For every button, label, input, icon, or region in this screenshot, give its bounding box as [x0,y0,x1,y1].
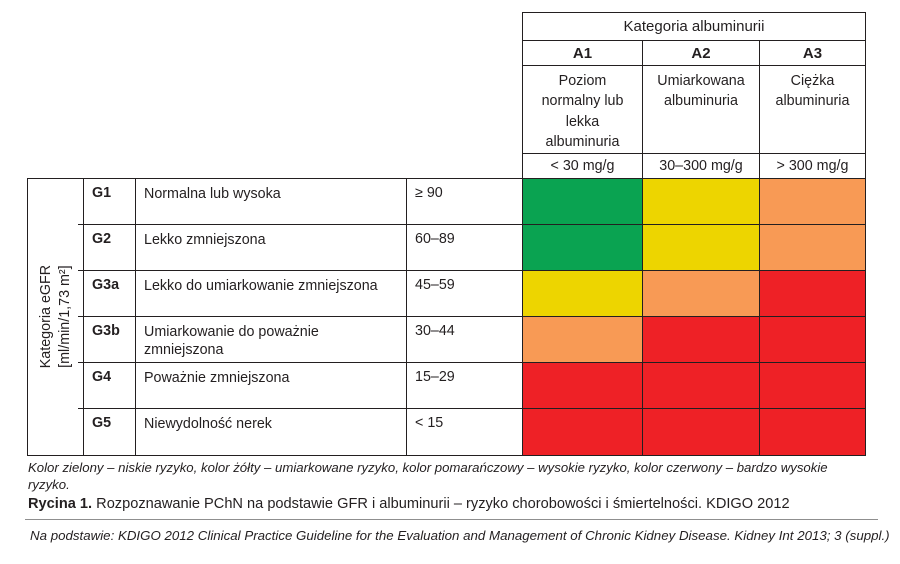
risk-cell-g2-a1 [523,225,642,270]
gfr-desc-g5: Niewydolność nerek [136,409,406,455]
albuminuria-code-a2: A2 [643,41,759,65]
gfr-range-g2: 60–89 [407,225,522,270]
gfr-risk-table: Kategoria eGFR [ml/min/1,73 m²] G1 Norma… [27,178,866,456]
figure-caption-text: Rozpoznawanie PChN na podstawie GFR i al… [92,496,790,512]
gfr-range-g3a: 45–59 [407,271,522,316]
risk-cell-g5-a3 [760,409,865,455]
gfr-desc-g4: Poważnie zmniejszona [136,363,406,408]
risk-cell-g1-a2 [643,179,759,224]
albuminuria-range-a2: 30–300 mg/g [643,154,759,178]
gfr-code-g5: G5 [84,409,135,455]
albuminuria-header-table: Kategoria albuminurii A1 A2 A3 Poziom no… [522,12,866,179]
gfr-axis-line2: [ml/min/1,73 m²] [56,265,73,369]
risk-cell-g1-a3 [760,179,865,224]
gfr-range-g4: 15–29 [407,363,522,408]
gfr-axis-line1: Kategoria eGFR [37,265,54,369]
gfr-code-g1: G1 [84,179,135,224]
albuminuria-desc-a2: Umiarkowana albuminuria [643,66,759,153]
risk-cell-g5-a1 [523,409,642,455]
gfr-desc-g3b: Umiarkowanie do poważnie zmniejszona [136,317,406,362]
risk-cell-g3b-a3 [760,317,865,362]
risk-cell-g2-a2 [643,225,759,270]
risk-cell-g2-a3 [760,225,865,270]
row-tick [78,224,83,225]
risk-cell-g3a-a3 [760,271,865,316]
source-citation: Na podstawie: KDIGO 2012 Clinical Practi… [30,528,890,543]
row-tick [78,408,83,409]
risk-cell-g5-a2 [643,409,759,455]
risk-cell-g3b-a2 [643,317,759,362]
gfr-code-g3b: G3b [84,317,135,362]
gfr-range-g5: < 15 [407,409,522,455]
albuminuria-title: Kategoria albuminurii [523,13,865,40]
risk-cell-g1-a1 [523,179,642,224]
row-tick [78,362,83,363]
gfr-axis-label: Kategoria eGFR [ml/min/1,73 m²] [28,179,83,455]
divider-line [25,519,878,520]
gfr-code-g3a: G3a [84,271,135,316]
gfr-desc-g1: Normalna lub wysoka [136,179,406,224]
albuminuria-code-a3: A3 [760,41,865,65]
gfr-range-g1: ≥ 90 [407,179,522,224]
albuminuria-desc-a1: Poziom normalny lub lekka albuminuria [523,66,642,153]
risk-cell-g4-a2 [643,363,759,408]
albuminuria-desc-a3: Ciężka albuminuria [760,66,865,153]
gfr-desc-g2: Lekko zmniejszona [136,225,406,270]
risk-cell-g3b-a1 [523,317,642,362]
legend-text: Kolor zielony – niskie ryzyko, kolor żół… [28,460,828,493]
gfr-code-g4: G4 [84,363,135,408]
row-tick [78,270,83,271]
albuminuria-range-a3: > 300 mg/g [760,154,865,178]
risk-cell-g4-a1 [523,363,642,408]
figure-caption-label: Rycina 1. [28,496,93,512]
row-tick [78,316,83,317]
gfr-code-g2: G2 [84,225,135,270]
gfr-range-g3b: 30–44 [407,317,522,362]
albuminuria-range-a1: < 30 mg/g [523,154,642,178]
albuminuria-code-a1: A1 [523,41,642,65]
risk-cell-g3a-a2 [643,271,759,316]
risk-cell-g3a-a1 [523,271,642,316]
figure-caption: Rycina 1. Rozpoznawanie PChN na podstawi… [28,496,888,512]
gfr-desc-g3a: Lekko do umiarkowanie zmniejszona [136,271,406,316]
risk-cell-g4-a3 [760,363,865,408]
